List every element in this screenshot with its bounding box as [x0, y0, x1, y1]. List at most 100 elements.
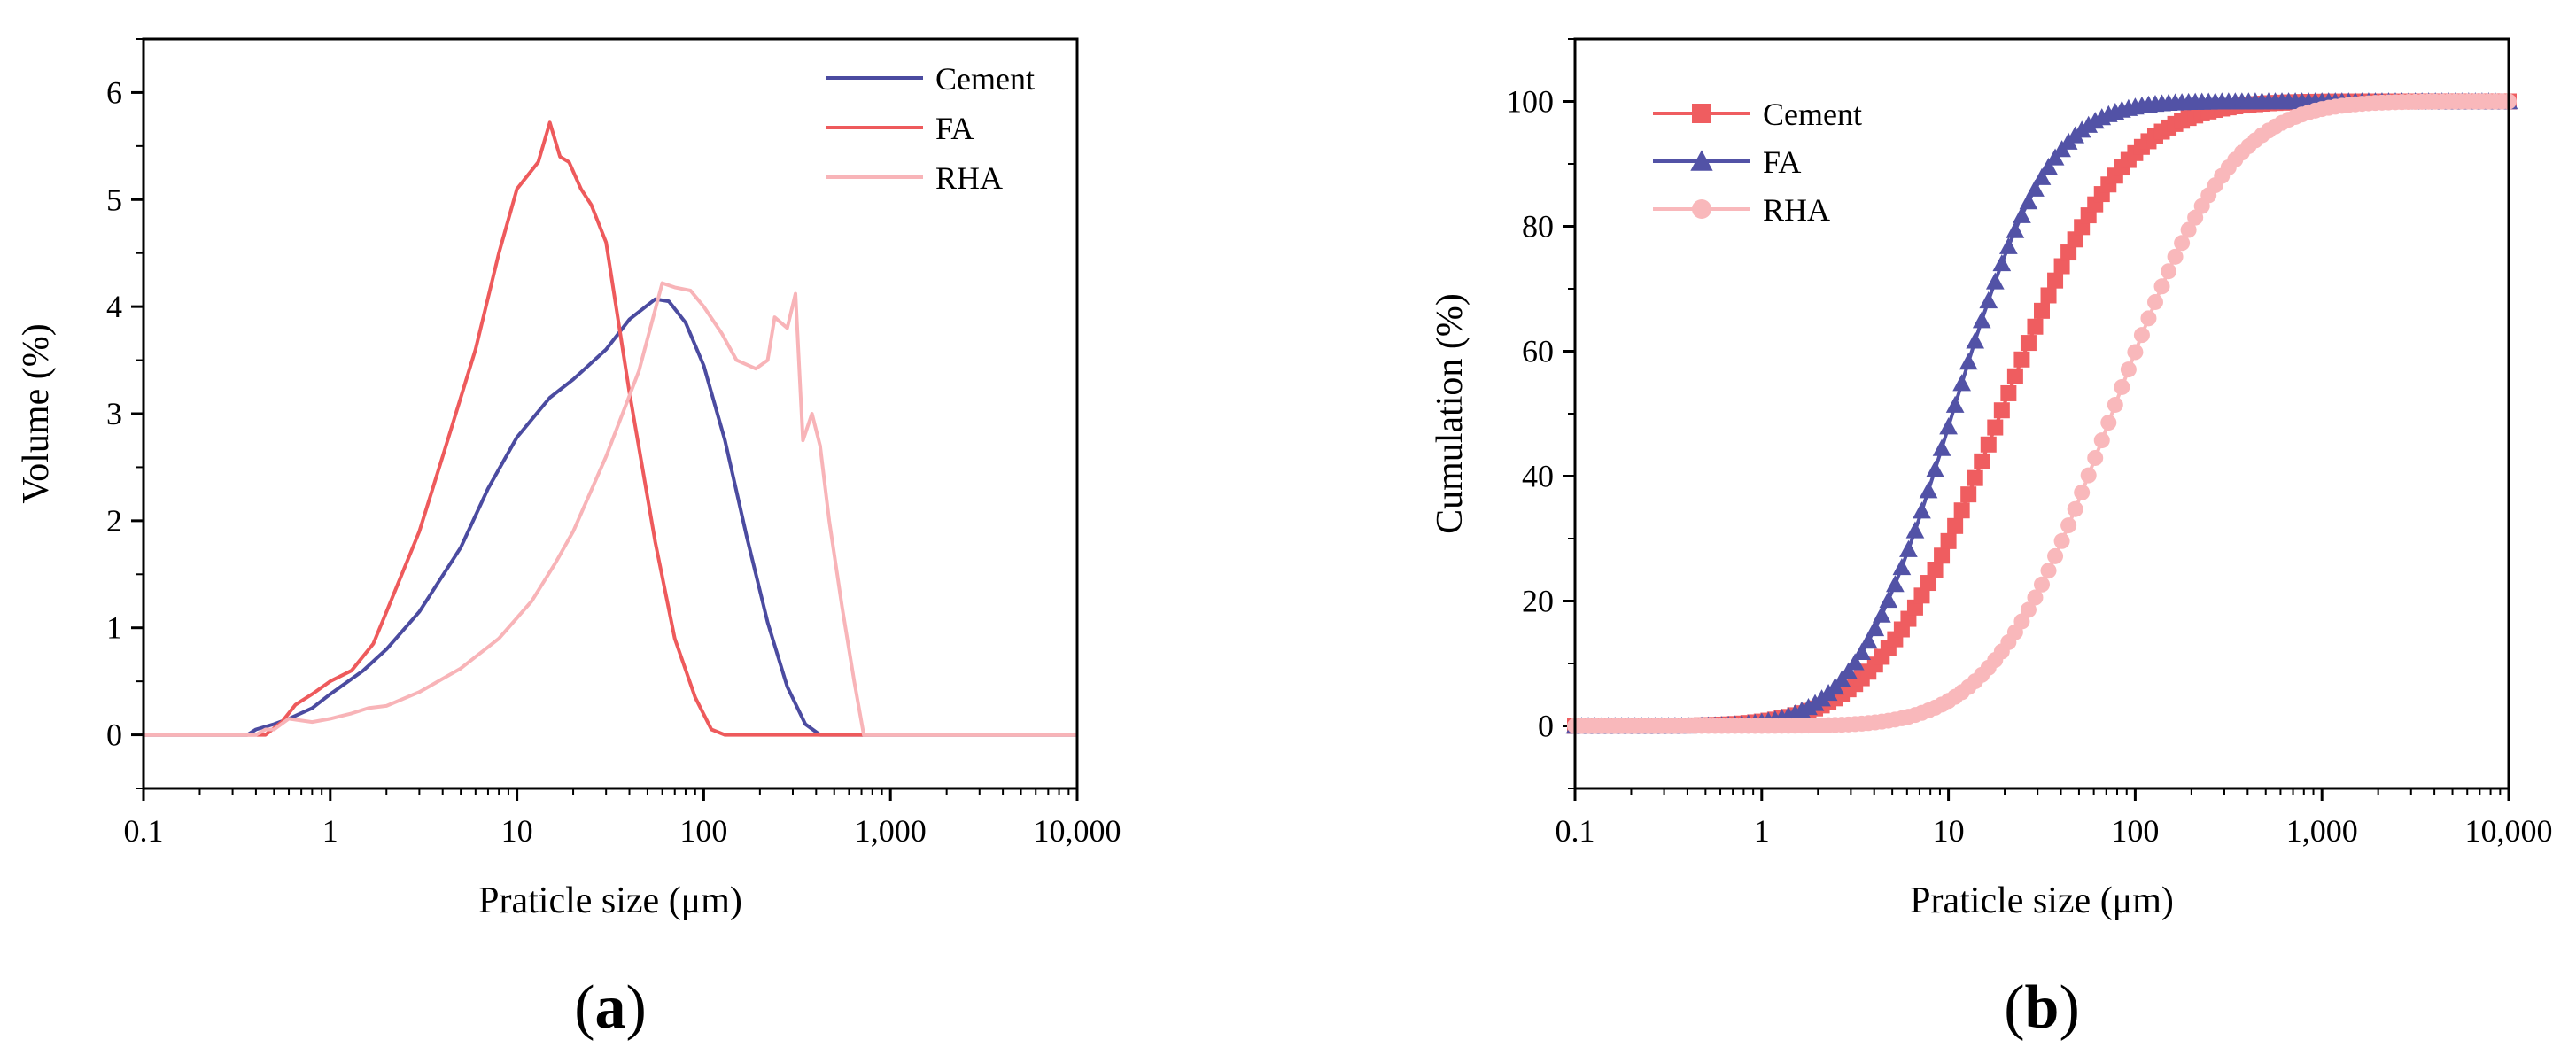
b-y-tick-label: 60 [1522, 334, 1554, 369]
a-x-tick-labels: 0.1 1 10 100 1,000 10,000 [124, 813, 1121, 849]
b-series-marker-cement [2034, 302, 2050, 319]
b-series-marker-cement [1980, 436, 1997, 453]
b-series-marker-rha [2153, 278, 2170, 295]
a-axis-ticks [131, 38, 1079, 801]
b-series-marker-rha [2161, 263, 2177, 280]
b-x-tick-label: 0.1 [1556, 813, 1595, 849]
b-series-marker-rha [2174, 235, 2191, 252]
b-series-marker-fa [1839, 662, 1858, 679]
a-y-tick-label: 0 [106, 718, 122, 753]
b-series-marker-cement [2013, 351, 2030, 368]
b-series-marker-rha [2053, 532, 2070, 549]
b-series-marker-fa [1966, 331, 1985, 349]
b-panel-open-paren: ( [2004, 974, 2024, 1042]
a-y-tick-label: 6 [106, 74, 122, 110]
b-series-marker-rha [2060, 517, 2077, 534]
b-legend-marker-rha [1692, 199, 1711, 219]
b-series-marker-cement [2027, 318, 2044, 335]
b-x-tick-labels: 0.1 1 10 100 1,000 10,000 [1556, 813, 2553, 849]
b-series-marker-rha [2080, 467, 2097, 484]
b-series-marker-rha [2027, 589, 2044, 606]
b-series-marker-cement [1920, 575, 1937, 592]
b-legend-label-fa: FA [1763, 144, 1801, 180]
b-series-marker-fa [2026, 179, 2045, 197]
b-series-marker-rha [2133, 327, 2150, 344]
a-x-tick-label: 100 [679, 813, 727, 849]
b-series-marker-fa [2013, 206, 2031, 223]
b-y-tick-label: 100 [1506, 84, 1554, 120]
a-plot-frame [142, 37, 1079, 790]
b-series-marker-cement [1967, 469, 1983, 486]
b-y-tick-label: 0 [1538, 709, 1554, 744]
a-series-lines [144, 120, 1077, 737]
b-series-marker-fa [1952, 374, 1972, 392]
a-x-tick-label: 10,000 [1034, 813, 1121, 849]
b-series-marker-fa [1886, 575, 1905, 593]
b-series-marker-cement [1927, 562, 1944, 578]
a-legend-label-fa: FA [935, 111, 974, 146]
b-series-marker-fa [1879, 590, 1898, 609]
b-series-marker-fa [1919, 481, 1938, 499]
b-x-tick-label: 10,000 [2465, 813, 2553, 849]
b-series-marker-cement [1913, 587, 1930, 604]
b-series-marker-fa [1913, 501, 1931, 519]
b-series-marker-rha [2013, 613, 2030, 630]
a-legend: Cement FA RHA [826, 61, 1035, 196]
b-series-marker-rha [2180, 221, 2197, 238]
b-y-tick-label: 20 [1522, 584, 1554, 619]
a-x-tick-label: 1 [322, 813, 338, 849]
b-series-marker-cement [2006, 368, 2023, 384]
b-series-marker-rha [2167, 248, 2184, 265]
panel-b: 0.1 1 10 100 1,000 10,000 0 20 40 60 80 100 Pratic… [1430, 37, 2553, 1042]
b-series-marker-fa [1959, 353, 1978, 370]
b-series-marker-rha [2146, 293, 2163, 310]
b-series-marker-fa [1939, 417, 1958, 435]
b-series-marker-cement [2053, 258, 2070, 275]
a-panel-open-paren: ( [574, 974, 594, 1042]
b-series-marker-rha [2107, 396, 2123, 413]
b-series-marker-cement [1974, 453, 1990, 469]
panel-a: 0.1 1 10 100 1,000 10,000 0 1 2 3 4 5 6 Praticle si… [16, 37, 1121, 1042]
a-y-tick-labels: 0 1 2 3 4 5 6 [106, 74, 122, 752]
a-x-tick-label: 0.1 [124, 813, 164, 849]
b-series-marker-cement [1987, 419, 2004, 436]
b-series-marker-rha [2093, 432, 2110, 449]
b-series-marker-fa [1979, 291, 1998, 309]
b-series-marker-fa [1872, 605, 1891, 623]
b-series-marker-rha [2127, 344, 2144, 361]
b-legend-marker-fa [1690, 150, 1713, 171]
b-series-marker-fa [1852, 642, 1872, 660]
b-series-marker-fa [1866, 618, 1885, 637]
a-x-tick-label: 10 [501, 813, 533, 849]
b-x-axis-label: Praticle size (μm) [1910, 881, 2174, 921]
b-x-tick-label: 10 [1933, 813, 1965, 849]
b-series-marker-cement [1934, 547, 1951, 564]
b-series-marker-fa [1858, 632, 1878, 649]
b-series-marker-cement [2000, 384, 2017, 401]
b-legend-label-rha: RHA [1763, 192, 1830, 228]
b-series-marker-fa [1992, 254, 2012, 272]
a-legend-label-rha: RHA [935, 160, 1003, 196]
a-panel-label: (a) [574, 974, 647, 1042]
a-y-tick-label: 4 [106, 289, 122, 324]
b-series-marker-rha [2047, 547, 2064, 564]
b-series-marker-fa [1932, 438, 1951, 456]
b-series-marker-cement [2040, 287, 2057, 304]
b-plot-frame [1573, 37, 2510, 790]
b-series-marker-rha [2120, 361, 2137, 378]
b-series-marker-fa [1892, 557, 1912, 576]
b-series-marker-fa [1926, 460, 1944, 477]
a-y-tick-label: 2 [106, 503, 122, 539]
b-series-marker-rha [2067, 500, 2083, 517]
a-y-tick-label: 5 [106, 182, 122, 217]
b-series-marker-cement [2067, 231, 2083, 248]
b-series-marker-rha [2100, 415, 2117, 431]
b-series-marker-rha [2087, 449, 2104, 466]
b-series-marker-rha [2040, 563, 2057, 579]
b-series-marker-cement [1953, 502, 1970, 519]
b-panel-letter: b [2025, 974, 2060, 1042]
b-series-marker-fa [1985, 272, 2005, 290]
b-series-marker-cement [2020, 335, 2037, 352]
b-x-tick-label: 100 [2111, 813, 2159, 849]
